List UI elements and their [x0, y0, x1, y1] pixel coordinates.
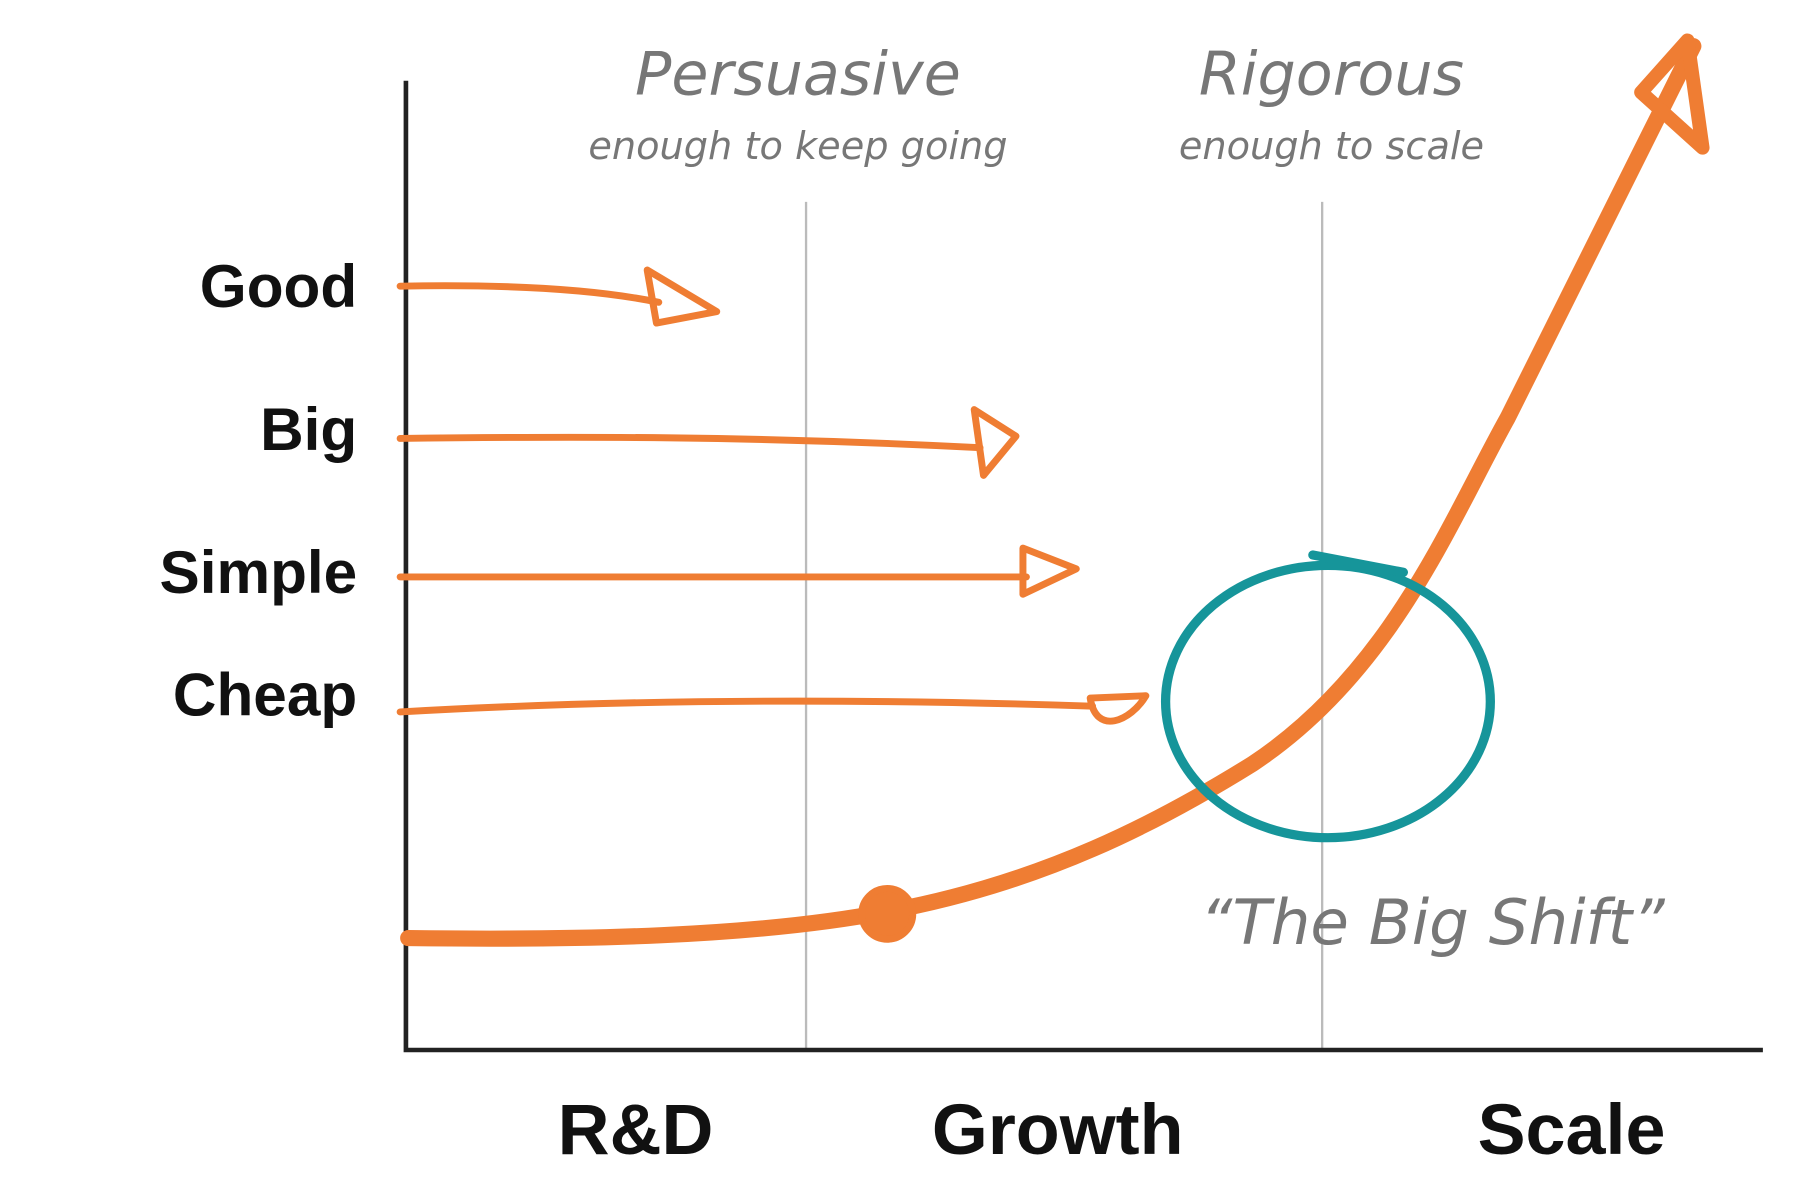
row-label: Cheap: [173, 662, 357, 729]
row-arrow: [396, 433, 984, 452]
row-label: Simple: [160, 539, 358, 606]
annotation: “The Big Shift”: [1200, 886, 1665, 959]
curve-arrow-head: [1634, 33, 1710, 155]
header-subtitle: enough to keep going: [588, 125, 1007, 169]
start-dot: [858, 885, 917, 943]
row-arrow: [396, 282, 663, 306]
arrow-head: [970, 406, 1020, 479]
circle-tail: [1308, 550, 1408, 577]
shift-circle: [1160, 560, 1495, 843]
stage-label: Scale: [1478, 1090, 1666, 1170]
stage-label: Growth: [932, 1090, 1184, 1170]
growth-curve: [400, 38, 1702, 947]
header-subtitle: enough to scale: [1179, 125, 1484, 169]
row-label: Good: [200, 253, 357, 320]
axes: [403, 80, 1763, 1053]
stage-label: R&D: [558, 1090, 714, 1170]
row-label: Big: [260, 396, 357, 463]
row-arrow: [396, 697, 1097, 716]
header-title: Persuasive: [635, 40, 961, 110]
header-title: Rigorous: [1199, 40, 1464, 110]
arrow-head: [1086, 692, 1150, 725]
arrow-head: [1019, 544, 1080, 598]
arrow-head: [643, 266, 721, 327]
